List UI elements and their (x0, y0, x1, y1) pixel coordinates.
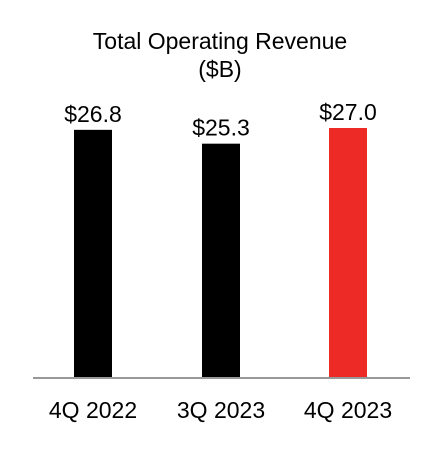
bar-0 (74, 129, 112, 377)
x-tick-label-1: 3Q 2023 (177, 397, 265, 423)
data-label-1: $25.3 (192, 115, 250, 141)
x-tick-label-2: 4Q 2023 (304, 397, 392, 423)
bar-1 (202, 143, 240, 377)
chart-subtitle: ($B) (198, 56, 242, 82)
x-tick-label-0: 4Q 2022 (49, 397, 137, 423)
data-label-0: $26.8 (64, 101, 122, 127)
bar-2 (329, 128, 367, 377)
chart-title: Total Operating Revenue (92, 28, 348, 54)
data-label-2: $27.0 (319, 99, 377, 125)
